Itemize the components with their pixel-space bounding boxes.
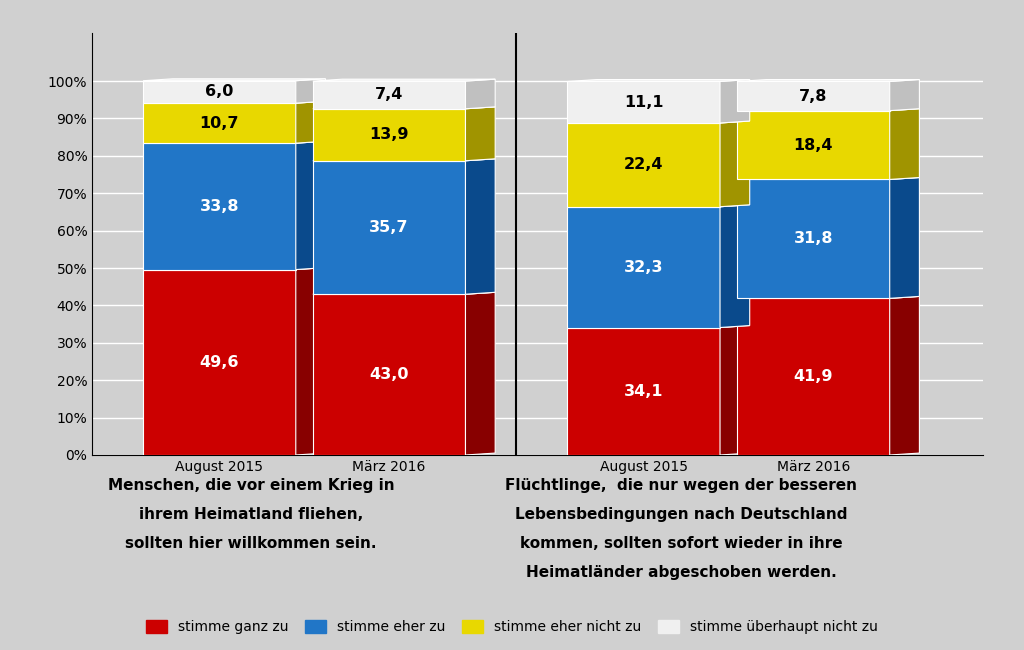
Polygon shape [296,141,326,270]
Polygon shape [720,326,750,455]
Text: 49,6: 49,6 [200,355,240,370]
Bar [312,294,466,455]
Text: 13,9: 13,9 [370,127,409,142]
Polygon shape [890,79,920,110]
Polygon shape [720,79,750,123]
Text: 6,0: 6,0 [205,84,233,99]
Bar [737,179,890,298]
Bar [567,328,720,455]
Bar [312,161,466,294]
Polygon shape [143,79,326,81]
Text: 34,1: 34,1 [624,384,664,398]
Polygon shape [720,205,750,328]
Text: sollten hier willkommen sein.: sollten hier willkommen sein. [125,536,377,551]
Polygon shape [466,292,496,455]
Polygon shape [312,292,496,294]
Bar [312,109,466,161]
Text: Menschen, die vor einem Krieg in: Menschen, die vor einem Krieg in [108,478,394,493]
Polygon shape [890,177,920,298]
Polygon shape [312,159,496,161]
Bar [737,298,890,455]
Polygon shape [567,121,750,123]
Polygon shape [890,296,920,455]
Bar [312,81,466,109]
Text: ihrem Heimatland fliehen,: ihrem Heimatland fliehen, [139,507,362,522]
Text: 33,8: 33,8 [200,199,240,214]
Polygon shape [466,107,496,161]
Text: Flüchtlinge,  die nur wegen der besseren: Flüchtlinge, die nur wegen der besseren [505,478,857,493]
Text: 31,8: 31,8 [794,231,834,246]
Polygon shape [737,109,920,111]
Polygon shape [567,79,750,81]
Polygon shape [737,79,920,81]
Text: 11,1: 11,1 [624,95,664,110]
Text: 22,4: 22,4 [624,157,664,172]
Polygon shape [296,101,326,143]
Polygon shape [737,177,920,179]
Text: 41,9: 41,9 [794,369,834,384]
Polygon shape [143,141,326,143]
Polygon shape [312,79,496,81]
Bar [143,81,296,103]
Polygon shape [567,205,750,207]
Text: 7,4: 7,4 [375,88,403,103]
Bar [567,207,720,328]
Bar [567,81,720,123]
Polygon shape [890,109,920,179]
Bar [143,270,296,455]
Polygon shape [466,79,496,109]
Polygon shape [720,121,750,207]
Bar [737,111,890,179]
Text: 32,3: 32,3 [624,259,664,274]
Bar [737,81,890,110]
Bar [567,123,720,207]
Polygon shape [567,326,750,328]
Text: kommen, sollten sofort wieder in ihre: kommen, sollten sofort wieder in ihre [519,536,843,551]
Text: 10,7: 10,7 [200,116,240,131]
Text: 7,8: 7,8 [799,88,827,103]
Polygon shape [466,159,496,294]
Text: 18,4: 18,4 [794,138,834,153]
Polygon shape [296,79,326,103]
Text: Heimatländer abgeschoben werden.: Heimatländer abgeschoben werden. [525,566,837,580]
Text: 35,7: 35,7 [370,220,409,235]
Polygon shape [312,107,496,109]
Polygon shape [143,101,326,103]
Polygon shape [737,296,920,298]
Polygon shape [143,268,326,270]
Legend: stimme ganz zu, stimme eher zu, stimme eher nicht zu, stimme überhaupt nicht zu: stimme ganz zu, stimme eher zu, stimme e… [140,615,884,640]
Text: Lebensbedingungen nach Deutschland: Lebensbedingungen nach Deutschland [515,507,847,522]
Text: 43,0: 43,0 [370,367,409,382]
Bar [143,103,296,143]
Polygon shape [296,268,326,455]
Bar [143,143,296,270]
